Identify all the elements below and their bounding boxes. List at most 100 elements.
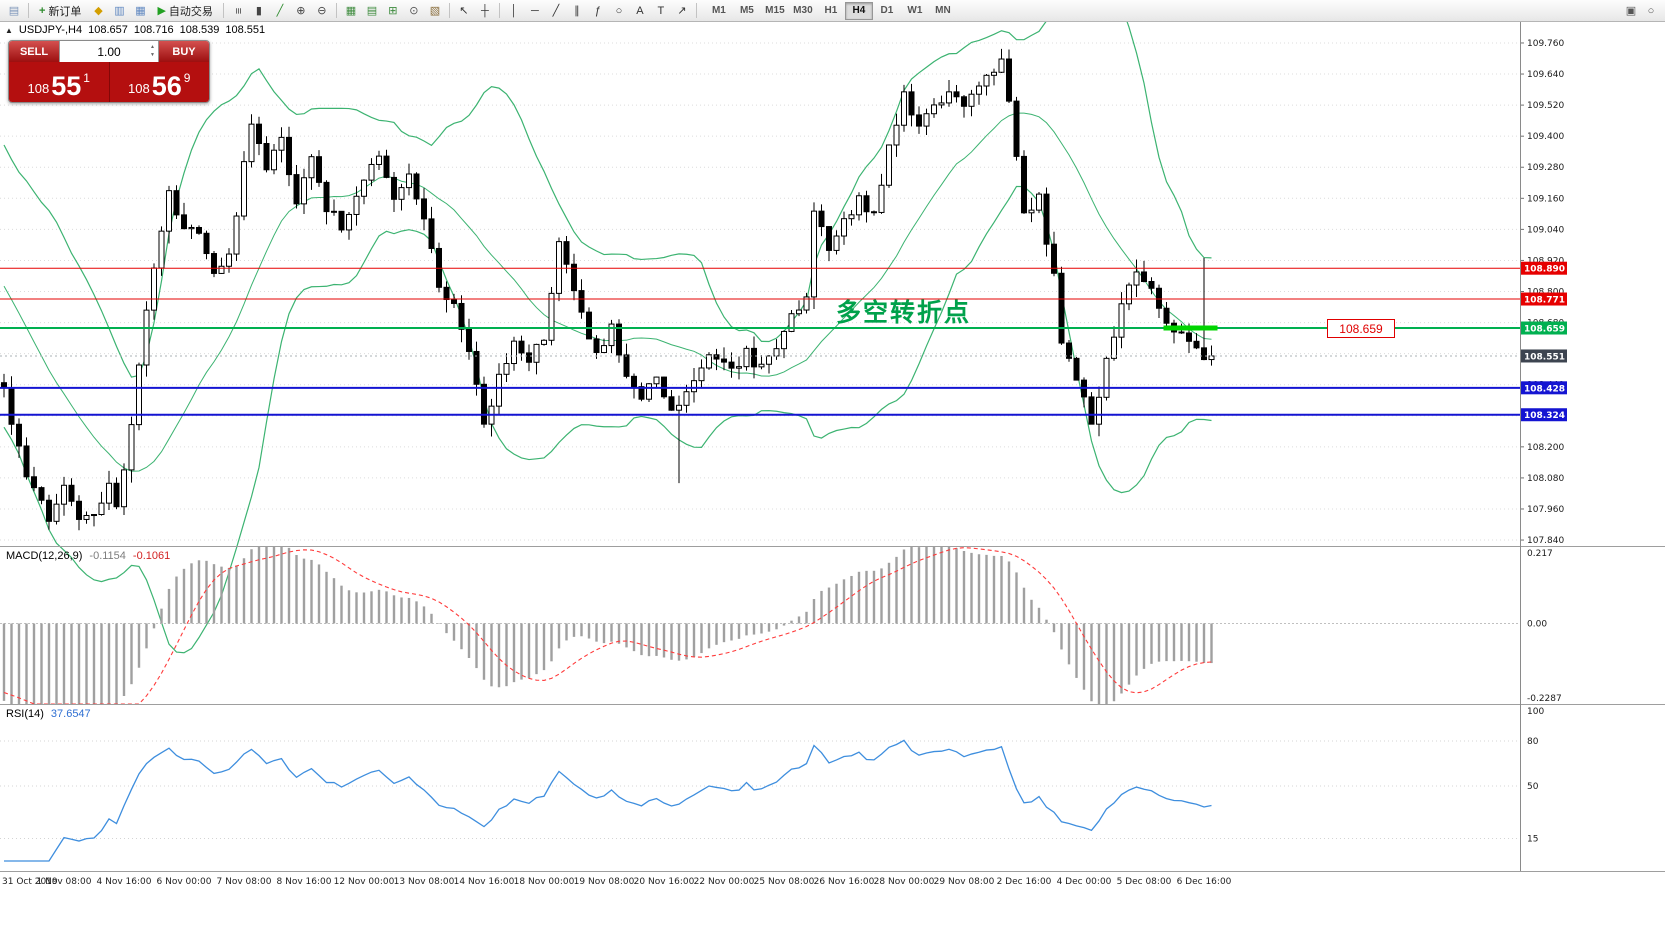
svg-text:5 Dec 08:00: 5 Dec 08:00	[1117, 877, 1172, 887]
line-chart-icon[interactable]: ╱	[276, 5, 284, 17]
market-watch-icon[interactable]: ▥	[114, 5, 125, 17]
vertical-line-icon[interactable]: │	[510, 4, 518, 17]
rsi-value: 37.6547	[50, 708, 91, 720]
horizontal-line-icon[interactable]: ─	[531, 4, 539, 17]
toolbar-separator	[335, 3, 337, 18]
periods-icon[interactable]: ⊙	[409, 5, 419, 17]
price-level-label[interactable]: 108.659	[1327, 319, 1395, 338]
svg-text:108.920: 108.920	[1527, 256, 1564, 266]
text-label-icon[interactable]: T	[657, 4, 665, 17]
bid-sup: 1	[83, 71, 90, 85]
macd-value-main: -0.1154	[89, 550, 126, 562]
svg-text:108.800: 108.800	[1527, 288, 1564, 298]
svg-text:12 Nov 00:00: 12 Nov 00:00	[334, 877, 395, 887]
svg-text:4 Nov 16:00: 4 Nov 16:00	[97, 877, 152, 887]
svg-text:50: 50	[1527, 782, 1539, 792]
bid-big: 55	[51, 71, 82, 101]
sell-button[interactable]: SELL	[9, 41, 59, 62]
search-icon[interactable]: ○	[1647, 4, 1655, 17]
buy-button[interactable]: BUY	[159, 41, 209, 62]
equidistant-channel-icon[interactable]: ∥	[574, 5, 580, 17]
svg-text:108.659: 108.659	[1524, 325, 1565, 335]
auto-trading-button[interactable]: ▶ 自动交易	[151, 2, 218, 20]
ask-sup: 9	[183, 71, 191, 85]
window-icon[interactable]: ▣	[1625, 5, 1637, 17]
spinner-up-icon[interactable]: ▲	[150, 44, 155, 50]
text-icon[interactable]: A	[636, 4, 644, 17]
svg-text:80: 80	[1527, 737, 1539, 747]
ask-price[interactable]: 108 56 9	[110, 62, 210, 102]
timeframe-h1[interactable]: H1	[824, 5, 838, 16]
svg-text:31 Oct 2019: 31 Oct 2019	[2, 877, 58, 887]
one-click-trading-widget: SELL 1.00 ▲ ▼ BUY 108 55 1 108 56 9	[8, 40, 210, 103]
svg-text:100: 100	[1527, 707, 1544, 717]
data-window-icon[interactable]: ▦	[135, 5, 146, 17]
price-tag	[1521, 321, 1567, 335]
candlestick-chart-icon[interactable]: ▮	[255, 5, 262, 17]
svg-text:109.280: 109.280	[1527, 163, 1564, 173]
chart-annotation-text: 多空转折点	[836, 299, 972, 327]
price-tag	[1521, 261, 1567, 275]
arrows-icon[interactable]: ↗	[677, 5, 687, 17]
timeframe-w1[interactable]: W1	[907, 5, 923, 16]
svg-text:108.551: 108.551	[1524, 352, 1565, 362]
svg-text:15: 15	[1527, 835, 1538, 845]
new-order-button-icon: +	[39, 4, 46, 17]
new-order-button[interactable]: + 新订单	[33, 2, 87, 20]
svg-text:2 Dec 16:00: 2 Dec 16:00	[997, 877, 1052, 887]
svg-text:108.771: 108.771	[1524, 296, 1565, 306]
timeframe-group: M1 M5 M15 M30 H1 H4 D1 W1 MN	[705, 1, 957, 20]
ask-big: 56	[151, 71, 182, 101]
svg-text:1 Nov 08:00: 1 Nov 08:00	[37, 877, 92, 887]
toolbar-separator	[498, 3, 500, 18]
crosshair-icon[interactable]: ┼	[481, 4, 489, 17]
timeframe-m5[interactable]: M5	[739, 5, 754, 16]
svg-text:109.760: 109.760	[1527, 39, 1564, 49]
volume-spinner[interactable]: ▲ ▼	[150, 43, 155, 59]
toolbar: ▤ + 新订单 ◆ ▥ ▦ ▶ 自动交易 ≡ ▮ ╱ ⊕ ⊖ ▦ ▤ ⊞ ⊙ ▧ ↖ ┼ │ ─ ╱ ∥ ƒ ○ A T ↗ M1 M5 M1…	[0, 0, 1665, 22]
fibonacci-icon[interactable]: ƒ	[594, 4, 601, 17]
templates-icon[interactable]: ▧	[429, 5, 441, 17]
spinner-down-icon[interactable]: ▼	[150, 52, 155, 58]
timeframe-mn[interactable]: MN	[935, 5, 951, 16]
svg-text:109.040: 109.040	[1527, 225, 1564, 235]
svg-text:22 Nov 00:00: 22 Nov 00:00	[694, 877, 755, 887]
one-click-expander-icon[interactable]: ▲	[5, 25, 13, 35]
timeframe-h4[interactable]: H4	[844, 1, 873, 20]
svg-text:13 Nov 08:00: 13 Nov 08:00	[394, 877, 455, 887]
bid-prefix: 108	[27, 81, 50, 96]
bid-price[interactable]: 108 55 1	[9, 62, 110, 102]
svg-text:107.840: 107.840	[1527, 536, 1564, 546]
timeframe-m15[interactable]: M15	[765, 5, 785, 16]
svg-text:18 Nov 00:00: 18 Nov 00:00	[514, 877, 575, 887]
timeframe-d1[interactable]: D1	[880, 5, 894, 16]
price-tag	[1521, 381, 1567, 395]
ask-prefix: 108	[128, 81, 150, 96]
macd-name: MACD(12,26,9)	[6, 550, 83, 562]
svg-text:108.324: 108.324	[1524, 411, 1565, 421]
trendline-icon[interactable]: ╱	[552, 5, 560, 17]
cursor-icon[interactable]: ↖	[459, 5, 469, 17]
bar-chart-icon[interactable]: ≡	[231, 7, 244, 14]
timeframe-m30[interactable]: M30	[793, 5, 813, 16]
shapes-icon[interactable]: ○	[615, 4, 623, 17]
volume-input[interactable]: 1.00 ▲ ▼	[59, 41, 159, 62]
svg-text:26 Nov 16:00: 26 Nov 16:00	[814, 877, 875, 887]
zoom-out-icon[interactable]: ⊖	[317, 5, 327, 17]
toolbar-separator	[28, 3, 29, 18]
zoom-in-icon[interactable]: ⊕	[296, 5, 306, 17]
chart-info-line: ▲ USDJPY-,H4 108.657 108.716 108.539 108…	[5, 24, 265, 36]
tile-windows-icon[interactable]: ▦	[345, 5, 357, 17]
ohlc-high: 108.716	[133, 24, 174, 36]
chart-window-icon[interactable]: ▤	[8, 5, 20, 17]
cascade-windows-icon[interactable]: ▤	[366, 5, 378, 17]
symbol-period: USDJPY-,H4	[18, 24, 83, 36]
indicators-icon[interactable]: ⊞	[388, 5, 398, 17]
svg-text:28 Nov 00:00: 28 Nov 00:00	[874, 877, 935, 887]
svg-text:108.890: 108.890	[1524, 265, 1565, 275]
navigator-icon[interactable]: ◆	[94, 5, 103, 17]
timeframe-m1[interactable]: M1	[711, 5, 726, 16]
toolbar-right-group: ▣ ○	[1621, 2, 1661, 20]
svg-text:4 Dec 00:00: 4 Dec 00:00	[1057, 877, 1112, 887]
